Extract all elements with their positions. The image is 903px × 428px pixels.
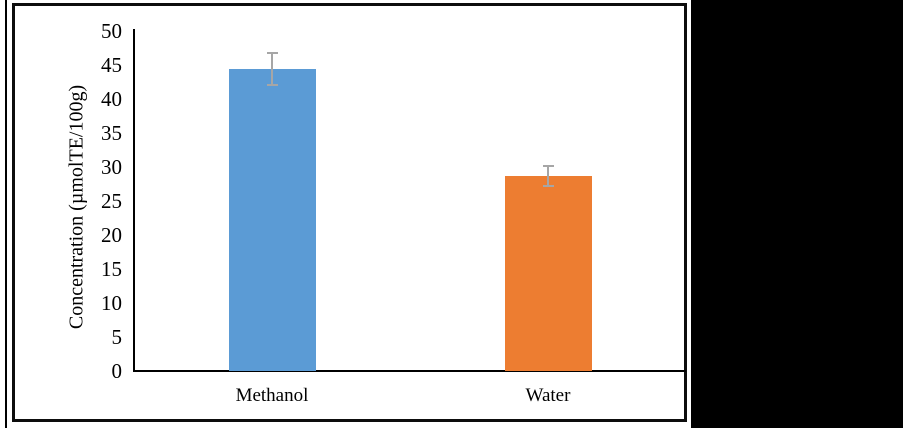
bar-water <box>504 175 592 371</box>
error-bar-cap <box>542 185 554 188</box>
error-bar-cap <box>266 52 278 55</box>
x-axis-line <box>133 370 686 372</box>
y-tick-label: 0 <box>111 359 123 383</box>
error-bar-cap <box>266 83 278 86</box>
error-bar-line <box>271 53 273 85</box>
y-tick-label: 15 <box>101 257 122 281</box>
y-tick-label: 25 <box>101 189 122 213</box>
y-tick-label: 30 <box>101 155 122 179</box>
right-black-panel <box>691 0 903 428</box>
bar-methanol <box>228 69 316 371</box>
y-tick-label: 5 <box>111 325 123 349</box>
y-tick-label: 10 <box>101 291 122 315</box>
y-tick-label: 20 <box>101 223 122 247</box>
y-tick-label: 50 <box>101 19 122 43</box>
error-bar-line <box>547 165 549 187</box>
category-label-water: Water <box>525 385 571 406</box>
error-bar-cap <box>542 164 554 167</box>
category-label-methanol: Methanol <box>235 385 309 406</box>
y-axis-line <box>133 29 135 372</box>
y-tick-label: 45 <box>101 53 122 77</box>
y-tick-label: 40 <box>101 87 122 111</box>
page-left-rule <box>5 0 7 428</box>
y-tick-label: 35 <box>101 121 122 145</box>
